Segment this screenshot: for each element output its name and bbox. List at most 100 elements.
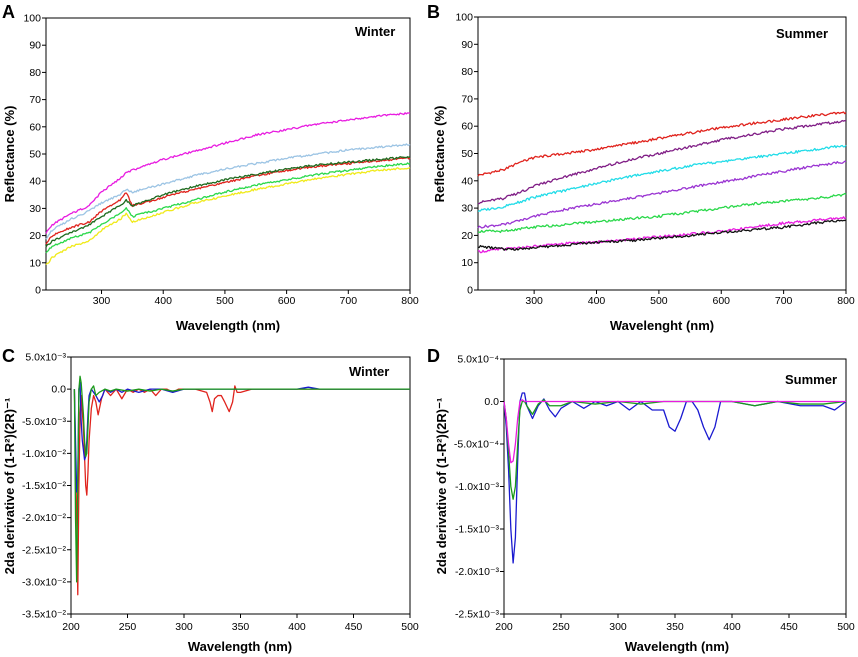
- x-tick-label: 300: [525, 295, 543, 307]
- y-tick-label: 40: [461, 175, 473, 187]
- x-tick-label: 400: [154, 295, 172, 307]
- ticks-d: 200 250 300 350 400 450 500 5.0x10⁻⁴ 0.0 -5.0x10⁻…: [454, 354, 855, 634]
- ticks-b: 300 400 500 600 700 800 0 10 20 30 40 50 60 70 80 90 100: [455, 12, 854, 308]
- y-tick-label: -3.5x10⁻²: [22, 609, 67, 621]
- chart-title-a: Winter: [355, 24, 395, 39]
- series-group-c: [73, 375, 410, 596]
- series-line-magenta: [45, 112, 411, 234]
- x-tick-label: 600: [278, 295, 296, 307]
- y-tick-label: 30: [29, 203, 41, 215]
- panel-d: D 200 250 300 350 400 450 500 5.0x10⁻⁴ 0.0 -5.0x1…: [427, 346, 855, 654]
- chart-title-b: Summer: [776, 26, 828, 41]
- panel-label-d: D: [427, 346, 440, 366]
- x-axis-label-d: Wavelength (nm): [625, 639, 729, 654]
- plot-area-a: [45, 17, 411, 291]
- series-line-red: [73, 385, 410, 596]
- x-axis-label-b: Wavelenght (nm): [610, 318, 714, 333]
- y-tick-label: 0.0: [484, 396, 499, 408]
- y-tick-label: 30: [461, 203, 473, 215]
- y-tick-label: 50: [29, 149, 41, 161]
- y-tick-label: -1.0x10⁻³: [455, 481, 500, 493]
- series-line-green: [503, 399, 847, 500]
- y-tick-label: 60: [29, 121, 41, 133]
- x-tick-label: 800: [837, 295, 855, 307]
- y-tick-label: 0: [35, 285, 41, 297]
- plot-area-c: [70, 356, 411, 615]
- panel-label-a: A: [2, 2, 15, 22]
- series-line-lightblue: [45, 143, 411, 240]
- x-tick-label: 250: [119, 621, 137, 633]
- x-tick-label: 350: [232, 621, 250, 633]
- x-tick-label: 500: [216, 295, 234, 307]
- panel-b: B 300 400 500 600 700 800 0 10 20 30 40 50 60 70 80 90 1…: [427, 2, 855, 333]
- x-tick-label: 200: [495, 621, 513, 633]
- series-line-green: [477, 192, 847, 234]
- x-tick-label: 500: [650, 295, 668, 307]
- panel-label-b: B: [427, 2, 440, 22]
- y-tick-label: 100: [23, 13, 41, 25]
- x-tick-label: 600: [712, 295, 730, 307]
- x-tick-label: 450: [780, 621, 798, 633]
- y-tick-label: 5.0x10⁻³: [25, 352, 66, 364]
- y-tick-label: 90: [461, 39, 473, 51]
- series-line-magenta: [503, 399, 846, 464]
- series-line-violet: [477, 160, 847, 229]
- y-tick-label: 70: [29, 94, 41, 106]
- series-group-b: [477, 111, 847, 254]
- x-axis-label-c: Wavelength (nm): [188, 639, 292, 654]
- panel-c: C 200 250 300 350 400 450 500 5.0x10⁻³ 0.0 -5.0x1…: [2, 346, 419, 654]
- series-line-purple: [477, 119, 847, 205]
- y-tick-label: 90: [29, 40, 41, 52]
- y-tick-label: 5.0x10⁻⁴: [457, 354, 499, 366]
- y-axis-label-c: 2da derivative of (1-R²)(2R)⁻¹: [2, 398, 17, 575]
- y-tick-label: -1.0x10⁻²: [22, 448, 67, 460]
- y-axis-label-a: Reflectance (%): [2, 106, 17, 203]
- chart-title-d: Summer: [785, 372, 837, 387]
- series-line-cyan: [477, 144, 847, 212]
- x-tick-label: 400: [723, 621, 741, 633]
- y-tick-label: -5.0x10⁻⁴: [454, 439, 499, 451]
- x-tick-label: 400: [588, 295, 606, 307]
- panel-a: A 300 400 500 600 700 800 0 10 20 30 40 50 60 70 80 90 1…: [2, 2, 419, 333]
- series-line-black: [477, 219, 847, 251]
- y-tick-label: 0: [467, 285, 473, 297]
- y-tick-label: -2.5x10⁻³: [455, 609, 500, 621]
- x-tick-label: 800: [401, 295, 419, 307]
- y-tick-label: -1.5x10⁻³: [455, 524, 500, 536]
- x-tick-label: 450: [345, 621, 363, 633]
- y-tick-label: -1.5x10⁻²: [22, 480, 67, 492]
- y-axis-label-b: Reflectance (%): [432, 106, 447, 203]
- y-tick-label: 10: [461, 257, 473, 269]
- y-tick-label: -2.0x10⁻³: [455, 566, 500, 578]
- x-tick-label: 250: [552, 621, 570, 633]
- series-group-d: [503, 392, 847, 564]
- series-line-blue: [503, 392, 847, 564]
- y-tick-label: 80: [461, 66, 473, 78]
- y-tick-label: 20: [29, 230, 41, 242]
- series-line-green: [73, 375, 410, 583]
- y-tick-label: 10: [29, 257, 41, 269]
- y-tick-label: -5.0x10⁻³: [22, 416, 67, 428]
- series-line-red: [45, 156, 411, 245]
- y-tick-label: -2.5x10⁻²: [22, 544, 67, 556]
- y-axis-label-d: 2da derivative of (1-R²)(2R)⁻¹: [434, 398, 449, 575]
- y-tick-label: 40: [29, 176, 41, 188]
- y-tick-label: 80: [29, 67, 41, 79]
- y-tick-label: 60: [461, 121, 473, 133]
- series-group-a: [45, 112, 411, 266]
- x-tick-label: 700: [340, 295, 358, 307]
- x-tick-label: 300: [609, 621, 627, 633]
- y-tick-label: 70: [461, 93, 473, 105]
- y-tick-label: 20: [461, 230, 473, 242]
- y-tick-label: 50: [461, 148, 473, 160]
- x-tick-label: 350: [666, 621, 684, 633]
- x-tick-label: 200: [62, 621, 80, 633]
- x-tick-label: 300: [93, 295, 111, 307]
- y-tick-label: -2.0x10⁻²: [22, 512, 67, 524]
- x-axis-label-a: Wavelength (nm): [176, 318, 280, 333]
- plot-area-d: [503, 358, 847, 615]
- ticks-c: 200 250 300 350 400 450 500 5.0x10⁻³ 0.0 -5.0x10⁻…: [22, 352, 419, 634]
- x-tick-label: 500: [837, 621, 855, 633]
- ticks-a: 300 400 500 600 700 800 0 10 20 30 40 50 60 70 80 90 100: [23, 13, 418, 308]
